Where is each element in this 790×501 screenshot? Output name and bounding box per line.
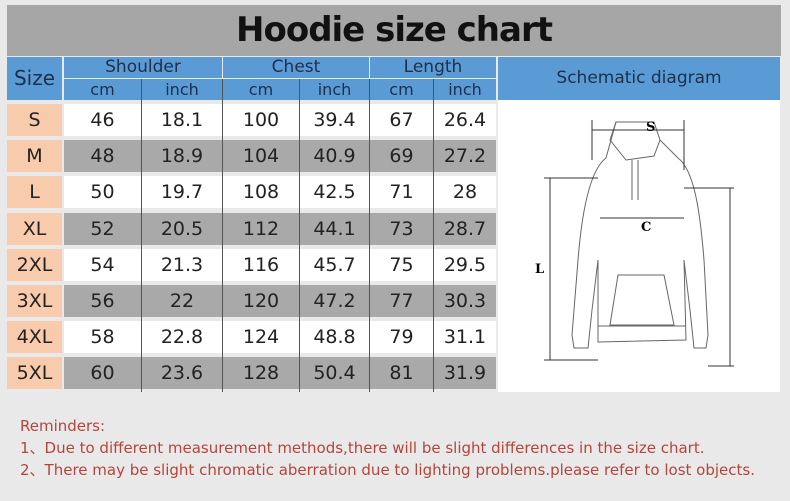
length-header: Length (370, 57, 496, 78)
chest-label: C (641, 220, 652, 235)
table-cell: 18.9 (142, 140, 222, 173)
table-cell: 56 (64, 285, 141, 317)
table-cell: 47.2 (300, 285, 369, 317)
column-divider (433, 79, 434, 392)
table-cell: 108 (223, 176, 299, 209)
shoulder-header: Shoulder (64, 57, 222, 78)
table-cell: 69 (370, 140, 433, 173)
table-cell: 18.1 (142, 104, 222, 136)
table-cell: 77 (370, 285, 433, 317)
size-cell: 2XL (7, 248, 62, 281)
table-cell: 46 (64, 104, 141, 136)
table-cell: 116 (223, 248, 299, 281)
table-cell: 26.4 (434, 104, 496, 136)
table-cell: 73 (370, 212, 433, 245)
reminders-heading: Reminders: (20, 417, 106, 435)
size-cell: 5XL (7, 357, 62, 390)
table-cell: 21.3 (142, 248, 222, 281)
length-label: L (535, 262, 545, 277)
table-cell: 31.9 (434, 357, 496, 390)
table-cell: 28 (434, 176, 496, 209)
unit-header-cm: cm (223, 79, 299, 100)
table-cell: 42.5 (300, 176, 369, 209)
table-cell: 40.9 (300, 140, 369, 173)
table-cell: 22 (142, 285, 222, 317)
column-divider (222, 79, 223, 392)
table-cell: 48 (64, 140, 141, 173)
table-cell: 27.2 (434, 140, 496, 173)
table-cell: 67 (370, 104, 433, 136)
unit-header-inch: inch (300, 79, 369, 100)
unit-header-cm: cm (64, 79, 141, 100)
unit-header-cm: cm (370, 79, 433, 100)
table-cell: 45.7 (300, 248, 369, 281)
unit-header-inch: inch (142, 79, 222, 100)
column-divider (141, 79, 142, 392)
table-cell: 28.7 (434, 212, 496, 245)
table-cell: 71 (370, 176, 433, 209)
table-cell: 120 (223, 285, 299, 317)
table-cell: 39.4 (300, 104, 369, 136)
measurement-lines (544, 120, 734, 367)
reminder-item: 1、Due to different measurement methods,t… (20, 439, 705, 457)
table-cell: 112 (223, 212, 299, 245)
size-cell: 4XL (7, 321, 62, 354)
table-cell: 100 (223, 104, 299, 136)
table-cell: 23.6 (142, 357, 222, 390)
hoodie-outline-icon (571, 121, 709, 349)
table-cell: 50.4 (300, 357, 369, 390)
shoulder-label: S (646, 120, 656, 135)
table-cell: 60 (64, 357, 141, 390)
size-cell: S (7, 104, 62, 136)
chart-title: Hoodie size chart (7, 5, 781, 56)
table-cell: 20.5 (142, 212, 222, 245)
column-divider (299, 79, 300, 392)
size-cell: M (7, 140, 62, 173)
reminders: Reminders: 1、Due to different measuremen… (20, 415, 755, 481)
table-cell: 128 (223, 357, 299, 390)
table-cell: 54 (64, 248, 141, 281)
diagram-header: Schematic diagram (498, 57, 780, 100)
table-cell: 22.8 (142, 321, 222, 354)
table-cell: 31.1 (434, 321, 496, 354)
size-cell: L (7, 176, 62, 209)
table-cell: 79 (370, 321, 433, 354)
table-cell: 81 (370, 357, 433, 390)
size-header: Size (7, 57, 62, 100)
size-cell: XL (7, 212, 62, 245)
table-cell: 19.7 (142, 176, 222, 209)
reminder-item: 2、There may be slight chromatic aberrati… (20, 461, 755, 479)
unit-header-inch: inch (434, 79, 496, 100)
table-cell: 58 (64, 321, 141, 354)
hoodie-schematic-diagram: S C L (498, 100, 780, 392)
size-cell: 3XL (7, 285, 62, 317)
table-cell: 50 (64, 176, 141, 209)
table-cell: 124 (223, 321, 299, 354)
column-divider (369, 79, 370, 392)
table-cell: 75 (370, 248, 433, 281)
chest-header: Chest (223, 57, 369, 78)
table-cell: 48.8 (300, 321, 369, 354)
table-cell: 29.5 (434, 248, 496, 281)
table-cell: 30.3 (434, 285, 496, 317)
table-cell: 104 (223, 140, 299, 173)
table-cell: 44.1 (300, 212, 369, 245)
table-cell: 52 (64, 212, 141, 245)
